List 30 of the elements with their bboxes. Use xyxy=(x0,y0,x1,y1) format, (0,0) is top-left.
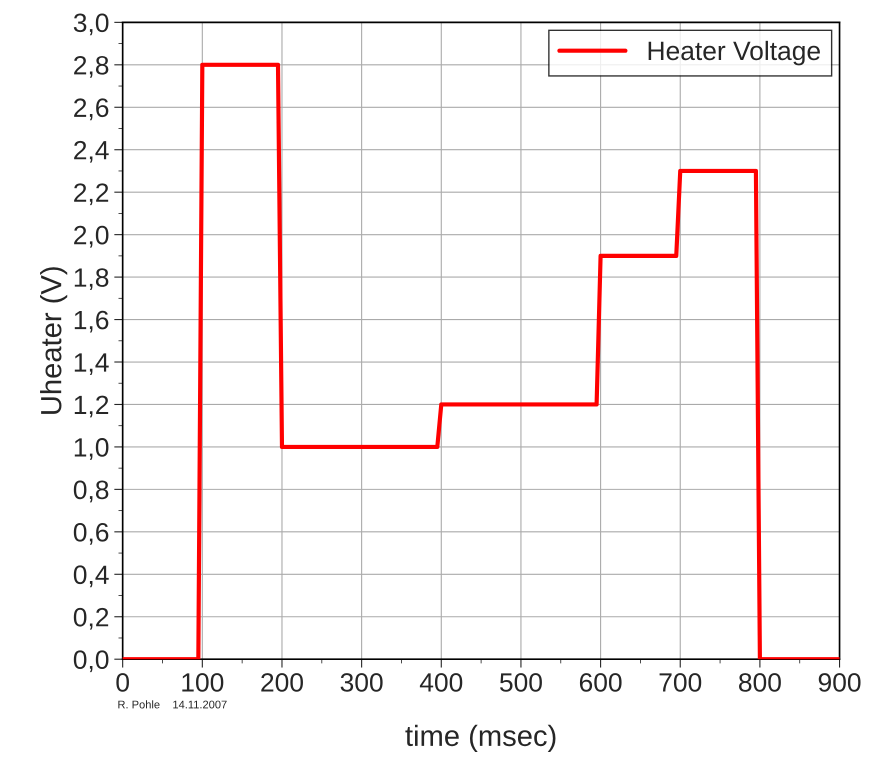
x-tick-label: 400 xyxy=(420,673,462,692)
y-tick-label: 2,8 xyxy=(74,56,108,78)
y-axis-title: Uheater (V) xyxy=(40,267,68,414)
y-tick-label: 2,2 xyxy=(74,183,108,206)
x-tick-label: 800 xyxy=(739,673,781,692)
y-tick-label: 1,6 xyxy=(74,310,108,332)
x-tick-label: 500 xyxy=(500,673,542,692)
y-tick-label: 0,4 xyxy=(74,565,109,588)
y-tick-label: 0,8 xyxy=(74,480,108,502)
y-tick-label: 0,2 xyxy=(74,608,108,630)
y-tick-label: 0,0 xyxy=(74,650,108,672)
y-tick-label: 0,6 xyxy=(74,522,108,545)
legend-label: Heater Voltage xyxy=(648,40,820,66)
y-tick-label: 1,4 xyxy=(74,353,109,375)
y-tick-label: 3,0 xyxy=(74,13,108,36)
y-tick-label: 2,4 xyxy=(74,140,109,163)
y-tick-label: 1,8 xyxy=(74,268,108,290)
x-tick-label: 300 xyxy=(340,673,383,692)
x-tick-label: 700 xyxy=(660,673,702,692)
x-tick-label: 100 xyxy=(182,673,224,692)
text: R. Pohle 14.11.2007 xyxy=(118,700,227,708)
y-tick-label: 1,2 xyxy=(74,396,108,418)
x-tick-label: 200 xyxy=(261,673,303,692)
x-tick-label: 0 xyxy=(116,673,129,692)
y-tick-label: 2,0 xyxy=(74,226,108,248)
x-tick-label: 900 xyxy=(818,673,861,692)
x-axis-title: time (msec) xyxy=(405,724,556,752)
y-tick-label: 1,0 xyxy=(74,438,108,460)
x-tick-label: 600 xyxy=(580,673,622,692)
y-tick-label: 2,6 xyxy=(74,98,108,120)
